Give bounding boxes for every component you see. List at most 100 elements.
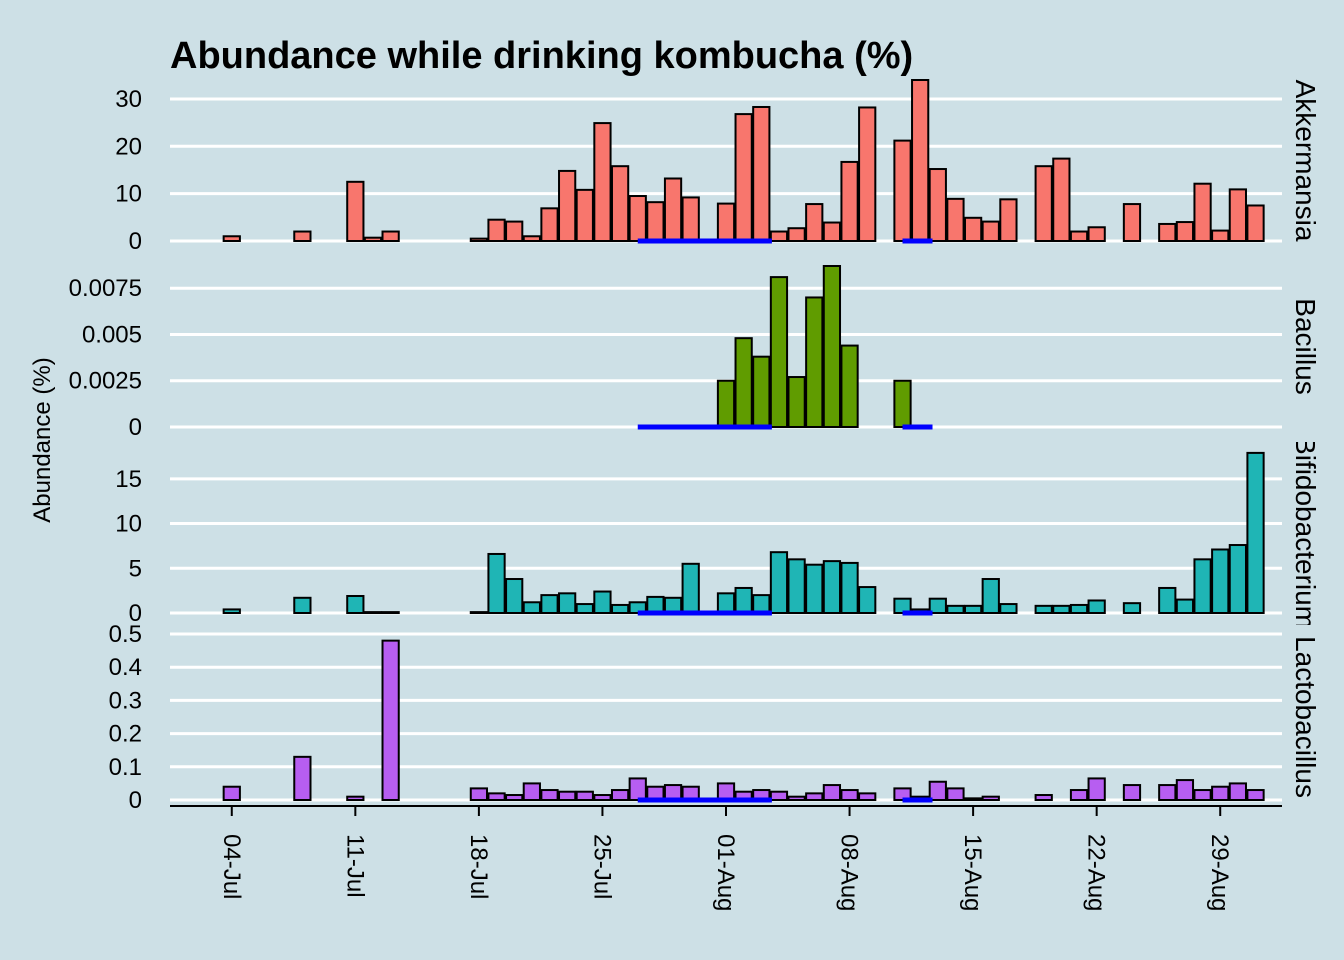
- bar: [346, 795, 365, 801]
- bar: [222, 235, 241, 243]
- y-tick-label: 20: [115, 133, 142, 160]
- x-axis: 04-Jul 11-Jul 18-Jul 25-Jul 01-Aug 08-Aug 15-A…: [170, 805, 1282, 911]
- bar: [663, 177, 683, 242]
- y-tick-label: 15: [115, 466, 142, 493]
- bar: [893, 139, 912, 243]
- bar: [522, 601, 541, 614]
- bar: [1211, 229, 1230, 242]
- bar: [1087, 226, 1106, 243]
- bar: [1122, 203, 1142, 243]
- y-tick-label: 0.0075: [69, 275, 142, 302]
- bar: [222, 608, 241, 615]
- y-tick-label: 10: [115, 181, 142, 208]
- bar: [505, 220, 524, 243]
- x-tick-label: 22-Aug: [1083, 834, 1110, 911]
- bar: [610, 789, 630, 801]
- bar: [822, 560, 842, 614]
- bar: [593, 122, 612, 242]
- bar: [469, 611, 489, 614]
- y-tick-label: 0.0025: [69, 368, 142, 395]
- bar: [1175, 221, 1195, 242]
- bar: [1246, 451, 1265, 614]
- x-tick-label: 01-Aug: [712, 834, 739, 911]
- bar: [1069, 603, 1089, 615]
- y-tick-label: 0: [129, 228, 142, 255]
- bar: [540, 789, 559, 801]
- bar: [928, 780, 947, 801]
- bar: [575, 790, 594, 802]
- panel-akkermansia: 0 10 20 30 Akkermansia: [115, 79, 1321, 255]
- bar: [1158, 586, 1177, 615]
- bar: [946, 604, 965, 614]
- bar: [487, 792, 506, 801]
- bar: [1193, 558, 1212, 614]
- bar: [593, 794, 612, 802]
- bar: [505, 794, 524, 802]
- bar: [469, 787, 489, 802]
- bar: [981, 578, 1000, 614]
- bar: [769, 276, 789, 428]
- y-tick-label: 0.2: [109, 721, 142, 748]
- bar: [1228, 188, 1247, 243]
- bar: [505, 578, 524, 614]
- bar: [1158, 222, 1177, 242]
- bar: [610, 165, 630, 243]
- bar: [1228, 544, 1247, 614]
- x-tick-label: 29-Aug: [1206, 834, 1233, 911]
- bar: [840, 160, 859, 243]
- bar: [1122, 784, 1142, 801]
- bar: [1052, 604, 1071, 614]
- bar: [363, 236, 383, 242]
- bar: [752, 105, 771, 242]
- bar: [1193, 182, 1212, 242]
- x-tick-label: 25-Jul: [588, 834, 615, 899]
- y-tick-label: 0.3: [109, 687, 142, 714]
- bar: [893, 379, 912, 428]
- bar: [363, 611, 383, 614]
- y-tick-label: 10: [115, 511, 142, 538]
- strip-label: Bifidobacterium: [1290, 436, 1321, 629]
- bar: [575, 188, 594, 243]
- bar: [752, 355, 771, 428]
- bar: [1193, 789, 1212, 801]
- bar: [981, 795, 1000, 801]
- bar: [840, 344, 859, 428]
- x-tick-label: 11-Jul: [341, 834, 368, 898]
- bar: [769, 551, 789, 615]
- bar: [822, 265, 842, 428]
- bar: [734, 337, 753, 429]
- bar: [963, 216, 983, 242]
- strip-label: Lactobacillus: [1290, 636, 1321, 798]
- bar: [928, 168, 947, 242]
- bar: [1158, 784, 1177, 801]
- bar: [593, 590, 612, 614]
- y-tick-label: 30: [115, 86, 142, 113]
- strip-label: Bacillus: [1290, 298, 1321, 394]
- bar: [840, 789, 859, 801]
- bar: [963, 604, 983, 614]
- bar: [293, 596, 312, 614]
- bar: [575, 603, 594, 614]
- bar: [1246, 204, 1265, 242]
- bar: [681, 562, 700, 614]
- bar: [1211, 785, 1230, 801]
- bar: [1069, 789, 1089, 801]
- bar: [981, 220, 1000, 243]
- bar: [734, 586, 753, 615]
- bar: [522, 235, 541, 243]
- bar: [769, 230, 789, 243]
- bar: [540, 594, 559, 614]
- bar: [1122, 602, 1142, 615]
- facet-panels: 0 10 20 30 Akkermansia 0 0.0025 0.005 0.0075 Baci…: [69, 79, 1321, 814]
- bar: [769, 790, 789, 802]
- y-tick-label: 0: [129, 600, 142, 627]
- bar: [381, 639, 400, 802]
- bar: [1087, 599, 1106, 615]
- bar: [558, 169, 577, 242]
- bar: [487, 218, 506, 242]
- bar: [752, 594, 771, 614]
- bar: [858, 586, 877, 614]
- bar: [346, 180, 365, 242]
- x-tick-label: 08-Aug: [836, 834, 863, 911]
